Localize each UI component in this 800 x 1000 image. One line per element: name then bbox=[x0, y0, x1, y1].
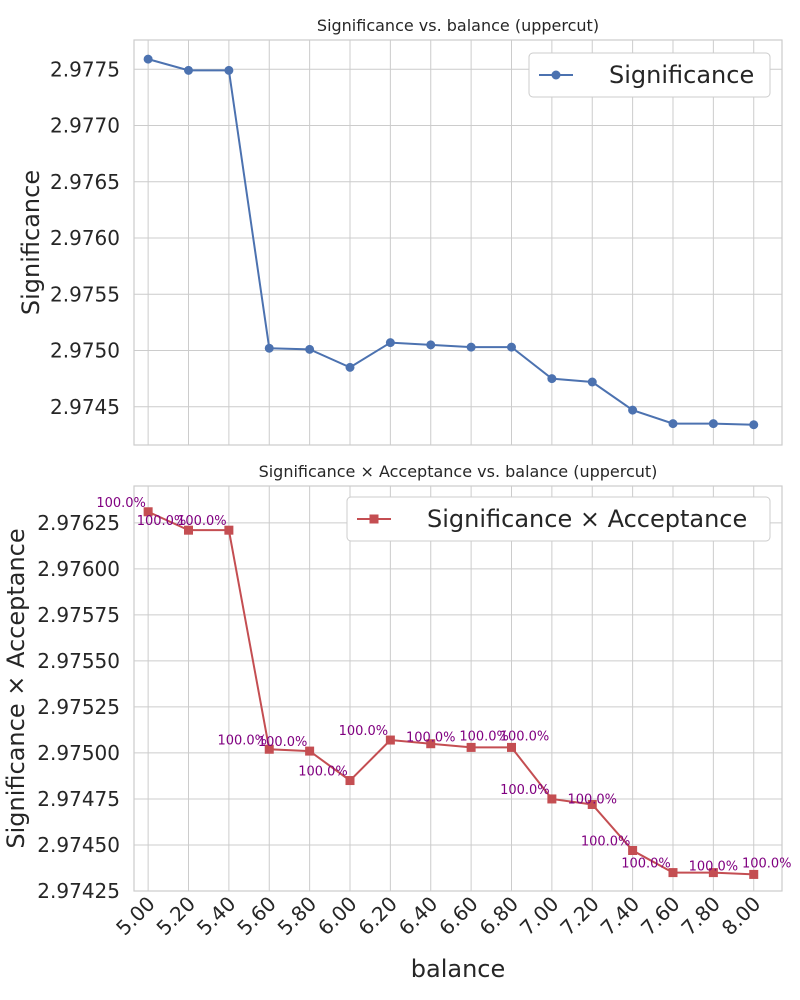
data-label: 100.0% bbox=[339, 724, 389, 739]
x-tick-label: 5.40 bbox=[192, 892, 240, 940]
data-label: 100.0% bbox=[217, 733, 267, 748]
data-point bbox=[143, 54, 153, 64]
x-tick-label: 7.40 bbox=[596, 892, 644, 940]
x-tick-label: 6.80 bbox=[475, 892, 523, 940]
data-label: 100.0% bbox=[96, 496, 146, 511]
data-point bbox=[587, 377, 597, 387]
data-point bbox=[426, 739, 436, 749]
y-tick-label: 2.97575 bbox=[37, 603, 120, 627]
y-tick-label: 2.97500 bbox=[37, 741, 120, 765]
data-point bbox=[224, 65, 234, 75]
y-axis-title: Significance bbox=[17, 170, 45, 315]
data-label: 100.0% bbox=[500, 729, 550, 744]
x-tick-label: 6.60 bbox=[434, 892, 482, 940]
x-tick-label: 7.60 bbox=[636, 892, 684, 940]
data-point bbox=[506, 342, 516, 352]
data-label: 100.0% bbox=[689, 860, 739, 875]
data-label: 100.0% bbox=[742, 856, 792, 871]
y-tick-label: 2.9775 bbox=[50, 57, 120, 81]
data-point bbox=[668, 868, 678, 878]
x-tick-label: 5.20 bbox=[152, 892, 200, 940]
x-tick-label: 7.80 bbox=[676, 892, 724, 940]
chart-title: Significance × Acceptance vs. balance (u… bbox=[259, 462, 658, 481]
y-tick-label: 2.97625 bbox=[37, 511, 120, 535]
y-tick-label: 2.9765 bbox=[50, 170, 120, 194]
data-point bbox=[708, 419, 718, 429]
y-tick-label: 2.97600 bbox=[37, 557, 120, 581]
x-axis-title: balance bbox=[411, 955, 506, 983]
data-point bbox=[345, 776, 355, 786]
data-label: 100.0% bbox=[137, 514, 187, 529]
x-tick-label: 6.20 bbox=[353, 892, 401, 940]
data-point bbox=[426, 340, 436, 350]
legend-marker bbox=[551, 70, 561, 80]
data-point bbox=[264, 744, 274, 754]
y-tick-label: 2.9760 bbox=[50, 226, 120, 250]
x-tick-label: 5.80 bbox=[273, 892, 321, 940]
x-tick-label: 6.00 bbox=[313, 892, 361, 940]
data-point bbox=[466, 742, 476, 752]
data-point bbox=[305, 344, 315, 354]
data-point bbox=[305, 746, 315, 756]
y-tick-label: 2.9755 bbox=[50, 282, 120, 306]
data-label: 100.0% bbox=[258, 735, 308, 750]
chart-panel-1: 2.9745 2.9750 2.9755 2.9760 2.9765 2.9770 2.97… bbox=[17, 16, 783, 446]
data-label: 100.0% bbox=[298, 765, 348, 780]
y-tick-label: 2.97450 bbox=[37, 833, 120, 857]
data-label: 100.0% bbox=[621, 857, 671, 872]
series-line bbox=[147, 510, 754, 876]
legend-label: Significance × Acceptance bbox=[427, 505, 747, 533]
legend-box bbox=[528, 52, 771, 98]
plot-frame bbox=[133, 39, 783, 446]
y-axis-title: Significance × Acceptance bbox=[2, 528, 30, 848]
data-point bbox=[345, 362, 355, 372]
data-label: 100.0% bbox=[177, 514, 227, 529]
plot-frame bbox=[133, 485, 783, 892]
chart-panel-2: 2.97425 2.97450 2.97475 2.97500 2.97525 2.975… bbox=[2, 462, 792, 983]
y-tick-label: 2.9750 bbox=[50, 339, 120, 363]
x-tick-label: 7.20 bbox=[555, 892, 603, 940]
y-tick-label: 2.9770 bbox=[50, 114, 120, 138]
data-point bbox=[628, 405, 638, 415]
y-tick-label: 2.97475 bbox=[37, 787, 120, 811]
y-tick-label: 2.97525 bbox=[37, 695, 120, 719]
data-point bbox=[749, 869, 759, 879]
legend-marker bbox=[369, 514, 379, 524]
legend-label: Significance bbox=[609, 61, 754, 89]
data-point bbox=[628, 846, 638, 855]
y-tick-label: 2.9745 bbox=[50, 395, 120, 419]
data-point bbox=[264, 343, 274, 353]
series-line bbox=[147, 58, 754, 426]
data-point bbox=[587, 799, 597, 809]
x-tick-label: 6.40 bbox=[394, 892, 442, 940]
legend-box bbox=[346, 496, 771, 542]
data-point bbox=[506, 742, 516, 752]
data-point bbox=[385, 338, 395, 348]
data-label: 100.0% bbox=[567, 792, 617, 807]
data-point bbox=[708, 868, 718, 878]
y-tick-label: 2.97550 bbox=[37, 649, 120, 673]
data-label: 100.0% bbox=[459, 729, 509, 744]
data-label: 100.0% bbox=[500, 783, 550, 798]
data-label: 100.0% bbox=[406, 731, 456, 746]
x-tick-label: 7.00 bbox=[515, 892, 563, 940]
data-point bbox=[143, 507, 153, 517]
x-tick-label: 8.00 bbox=[717, 892, 765, 940]
data-label: 100.0% bbox=[581, 835, 631, 850]
data-point bbox=[668, 419, 678, 429]
data-point bbox=[547, 374, 557, 384]
x-tick-label: 5.60 bbox=[232, 892, 280, 940]
data-point bbox=[466, 342, 476, 352]
data-point bbox=[749, 420, 759, 430]
chart-title: Significance vs. balance (uppercut) bbox=[317, 16, 599, 35]
y-tick-label: 2.97425 bbox=[37, 879, 120, 903]
data-point bbox=[184, 65, 194, 75]
data-point bbox=[547, 794, 557, 804]
data-point bbox=[385, 735, 395, 745]
data-point bbox=[224, 525, 234, 535]
data-point bbox=[184, 525, 194, 535]
